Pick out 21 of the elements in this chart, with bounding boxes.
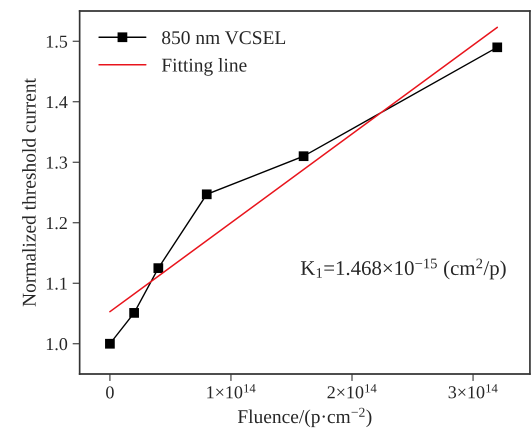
- point: [202, 189, 212, 200]
- y-tick-label: 1.2: [46, 217, 67, 230]
- legend-label: 850 nm VCSEL: [162, 31, 286, 44]
- y-tick-label: 1.3: [46, 156, 68, 169]
- legend-label: Fitting line: [162, 58, 247, 76]
- y-axis-title: Normalized threshold current: [22, 78, 36, 306]
- x-tick-label: 3×10$^{14}$: [448, 384, 498, 398]
- y-tick-label: 1.5: [46, 36, 68, 48]
- x-tick-label: 2×10$^{14}$: [328, 384, 377, 398]
- y-tick-label: 1.4: [46, 96, 68, 108]
- x-tick-label: 1×10$^{14}$: [207, 384, 256, 398]
- y-tick-label: 1.0: [46, 338, 68, 350]
- y-tick-label: 1.1: [46, 278, 67, 290]
- point: [129, 308, 139, 318]
- point: [105, 338, 115, 349]
- x-axis-title: Fluence/(p·cm$^{−2}$): [238, 408, 372, 428]
- annotation: K$_{1}$=1.468×10$^{−15}$ (cm$^{2}$/p): [300, 258, 506, 280]
- x-tick-label: 0: [106, 386, 114, 399]
- point: [298, 151, 308, 162]
- point: [153, 263, 164, 273]
- point: [492, 42, 502, 52]
